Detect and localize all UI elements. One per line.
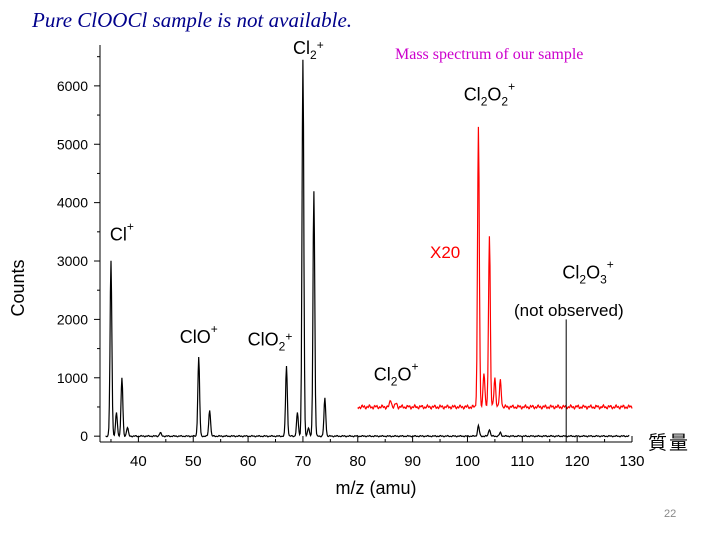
not-observed-label: (not observed) bbox=[514, 301, 624, 320]
x-tick-label: 100 bbox=[455, 453, 480, 470]
chart-subtitle: Mass spectrum of our sample bbox=[395, 46, 584, 63]
x20-label: X20 bbox=[430, 243, 460, 262]
page-number: 22 bbox=[664, 508, 677, 520]
peak-label: Cl2+ bbox=[293, 38, 324, 62]
side-note-text: 質量 bbox=[648, 432, 691, 454]
y-axis-label: Counts bbox=[8, 259, 28, 316]
peak-label: Cl2O3+ bbox=[562, 258, 613, 287]
x-tick-label: 80 bbox=[349, 453, 366, 470]
x-tick-label: 50 bbox=[185, 453, 202, 470]
y-tick-label: 2000 bbox=[57, 311, 88, 327]
y-tick-label: 6000 bbox=[57, 78, 88, 94]
y-tick-label: 4000 bbox=[57, 195, 88, 211]
y-tick-label: 5000 bbox=[57, 136, 88, 152]
x-tick-label: 70 bbox=[295, 453, 312, 470]
chart-series bbox=[105, 59, 633, 442]
chart-ticks: 40 50 60 70 80 90 100 110 120 130 0 1000 2000 3000 400… bbox=[57, 56, 645, 470]
y-tick-label: 3000 bbox=[57, 253, 88, 269]
peak-label: Cl2O2+ bbox=[464, 79, 515, 108]
chart-axes bbox=[99, 45, 632, 443]
y-tick-label: 0 bbox=[80, 428, 88, 444]
x-tick-label: 110 bbox=[510, 453, 534, 470]
chart-annotations: Cl2+ Cl2O2+ Cl+ ClO+ ClO2+ Cl2O+ Cl2O3+ bbox=[110, 38, 614, 389]
x-axis-label: m/z (amu) bbox=[336, 478, 417, 498]
series-line-main bbox=[105, 59, 630, 438]
peak-label: ClO+ bbox=[180, 322, 218, 347]
series-line-x20 bbox=[357, 126, 633, 411]
x-tick-label: 90 bbox=[404, 453, 421, 470]
peak-label: Cl+ bbox=[110, 220, 134, 245]
x-tick-label: 130 bbox=[619, 453, 644, 470]
x-tick-label: 40 bbox=[130, 453, 147, 470]
x-tick-label: 60 bbox=[240, 453, 257, 470]
y-tick-label: 1000 bbox=[57, 370, 88, 386]
x-tick-label: 120 bbox=[565, 453, 590, 470]
peak-label: ClO2+ bbox=[248, 330, 293, 354]
peak-label: Cl2O+ bbox=[374, 360, 419, 389]
slide-title: Pure ClOOCl sample is not available. bbox=[32, 8, 353, 32]
